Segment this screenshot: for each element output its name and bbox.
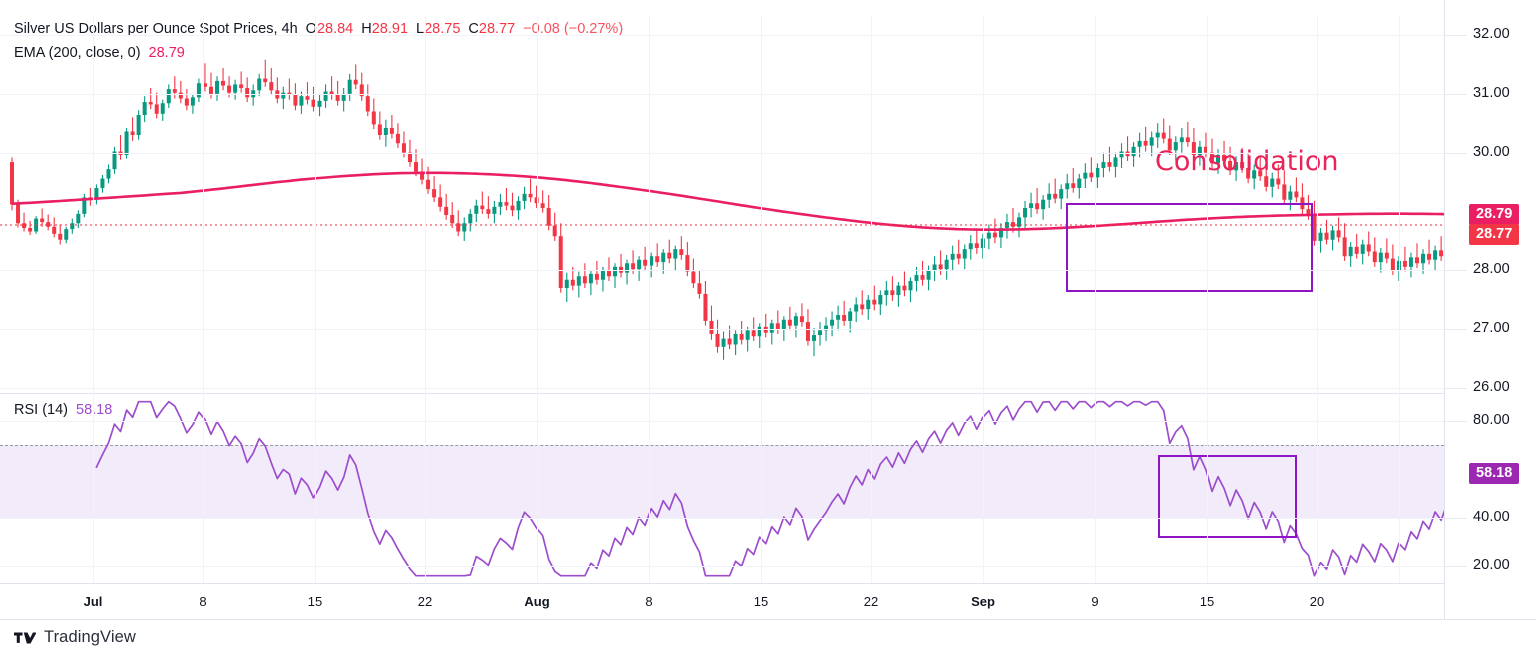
- ohlc-o-key: O: [305, 21, 317, 37]
- rsi-axis-label: 20.00: [1473, 557, 1510, 573]
- time-gridline: [315, 16, 316, 583]
- consolidation-box-price[interactable]: [1066, 203, 1313, 292]
- time-gridline: [761, 16, 762, 583]
- rsi-axis-label: 40.00: [1473, 508, 1510, 525]
- time-gridline: [1317, 16, 1318, 583]
- time-axis-label: 15: [753, 594, 769, 609]
- price-axis[interactable]: 32.00 31.00 30.00 28.00 27.00 26.00 28.79 28.77: [1445, 16, 1536, 395]
- time-axis-label: 22: [417, 594, 433, 609]
- time-axis-label: 20: [1309, 594, 1325, 609]
- rsi-axis-label: 80.00: [1473, 412, 1510, 428]
- ohlc-l-key: L: [416, 21, 425, 37]
- time-axis[interactable]: Jul 8 15 22 Aug 8 15 22 Sep 9 15 20: [0, 584, 1444, 620]
- rsi-gridline: [0, 517, 1444, 519]
- price-gridline: [0, 152, 1444, 154]
- ohlc-c-key: C: [468, 21, 479, 37]
- time-gridline: [871, 16, 872, 583]
- time-axis-label: 22: [863, 594, 879, 609]
- rsi-series-svg: [95, 400, 1444, 577]
- last-price-badge[interactable]: 28.77: [1469, 224, 1520, 246]
- ohlc-h-value: 28.91: [371, 21, 409, 37]
- rsi-value-badge[interactable]: 58.18: [1469, 462, 1520, 484]
- time-axis-label: 15: [1199, 594, 1215, 609]
- price-gridline: [0, 35, 1444, 36]
- price-axis-label: 27.00: [1473, 320, 1510, 337]
- symbol-title[interactable]: Silver US Dollars per Ounce Spot Prices,…: [14, 21, 298, 37]
- price-axis-label: 26.00: [1473, 379, 1510, 395]
- pane-separator-bottom: [0, 583, 1444, 584]
- ema-title[interactable]: EMA (200, close, 0): [14, 45, 141, 61]
- tradingview-branding[interactable]: TradingView: [14, 628, 136, 647]
- rsi-axis-tick: [1445, 421, 1467, 422]
- price-axis-divider: [1444, 0, 1445, 620]
- price-axis-label: 28.00: [1473, 261, 1510, 278]
- ohlc-l-value: 28.75: [424, 21, 461, 37]
- tradingview-wordmark: TradingView: [44, 628, 136, 646]
- time-gridline: [1207, 16, 1208, 583]
- time-gridline: [1095, 16, 1096, 583]
- time-gridline: [537, 16, 538, 583]
- ohlc-o-value: 28.84: [316, 21, 354, 37]
- ema-legend[interactable]: EMA (200, close, 0) 28.79: [14, 45, 185, 61]
- ohlc-c-value: 28.77: [478, 21, 516, 37]
- time-gridline: [425, 16, 426, 583]
- price-axis-label: 32.00: [1473, 26, 1510, 42]
- price-axis-tick: [1445, 93, 1467, 95]
- time-gridline: [93, 16, 94, 583]
- price-axis-tick: [1445, 329, 1467, 331]
- consolidation-box-rsi[interactable]: [1158, 455, 1297, 538]
- rsi-axis[interactable]: 80.00 40.00 20.00 58.18: [1445, 397, 1536, 583]
- time-axis-label: 8: [199, 594, 207, 609]
- price-pane[interactable]: [0, 16, 1444, 393]
- ohlc-h-key: H: [361, 21, 372, 37]
- time-axis-label: 9: [1091, 594, 1099, 609]
- price-change: −0.08 (−0.27%): [523, 21, 624, 37]
- rsi-gridline: [0, 566, 1444, 567]
- rsi-value: 58.18: [76, 402, 113, 418]
- price-series-svg: [0, 59, 1444, 360]
- time-axis-label: Jul: [83, 594, 103, 609]
- consolidation-label[interactable]: Consolidation: [1155, 146, 1339, 177]
- price-axis-tick: [1445, 270, 1467, 272]
- price-axis-label: 31.00: [1473, 84, 1510, 101]
- time-axis-label: 8: [645, 594, 653, 609]
- time-gridline: [649, 16, 650, 583]
- rsi-axis-tick: [1445, 566, 1467, 567]
- price-axis-label: 30.00: [1473, 143, 1510, 160]
- time-gridline: [1399, 16, 1400, 583]
- pane-separator-top: [0, 393, 1444, 394]
- bottom-divider: [0, 619, 1536, 620]
- rsi-gridline: [0, 421, 1444, 422]
- price-gridline: [0, 93, 1444, 95]
- time-axis-label: 15: [307, 594, 323, 609]
- price-legend[interactable]: Silver US Dollars per Ounce Spot Prices,…: [14, 21, 623, 37]
- price-axis-tick: [1445, 388, 1467, 389]
- rsi-upper-band-line: [0, 445, 1444, 447]
- time-gridline: [983, 16, 984, 583]
- price-axis-tick: [1445, 152, 1467, 154]
- time-gridline: [203, 16, 204, 583]
- time-axis-label: Sep: [971, 594, 995, 609]
- ema-value: 28.79: [148, 45, 185, 61]
- price-gridline: [0, 388, 1444, 389]
- rsi-title[interactable]: RSI (14): [14, 402, 68, 418]
- rsi-legend[interactable]: RSI (14) 58.18: [14, 402, 112, 418]
- price-axis-tick: [1445, 35, 1467, 36]
- rsi-band-fill: [0, 445, 1444, 518]
- price-gridline: [0, 270, 1444, 272]
- time-axis-label: Aug: [524, 594, 550, 609]
- rsi-axis-tick: [1445, 517, 1467, 519]
- tradingview-logo-icon: [14, 632, 36, 643]
- ema-price-badge[interactable]: 28.79: [1469, 204, 1520, 226]
- price-gridline: [0, 329, 1444, 331]
